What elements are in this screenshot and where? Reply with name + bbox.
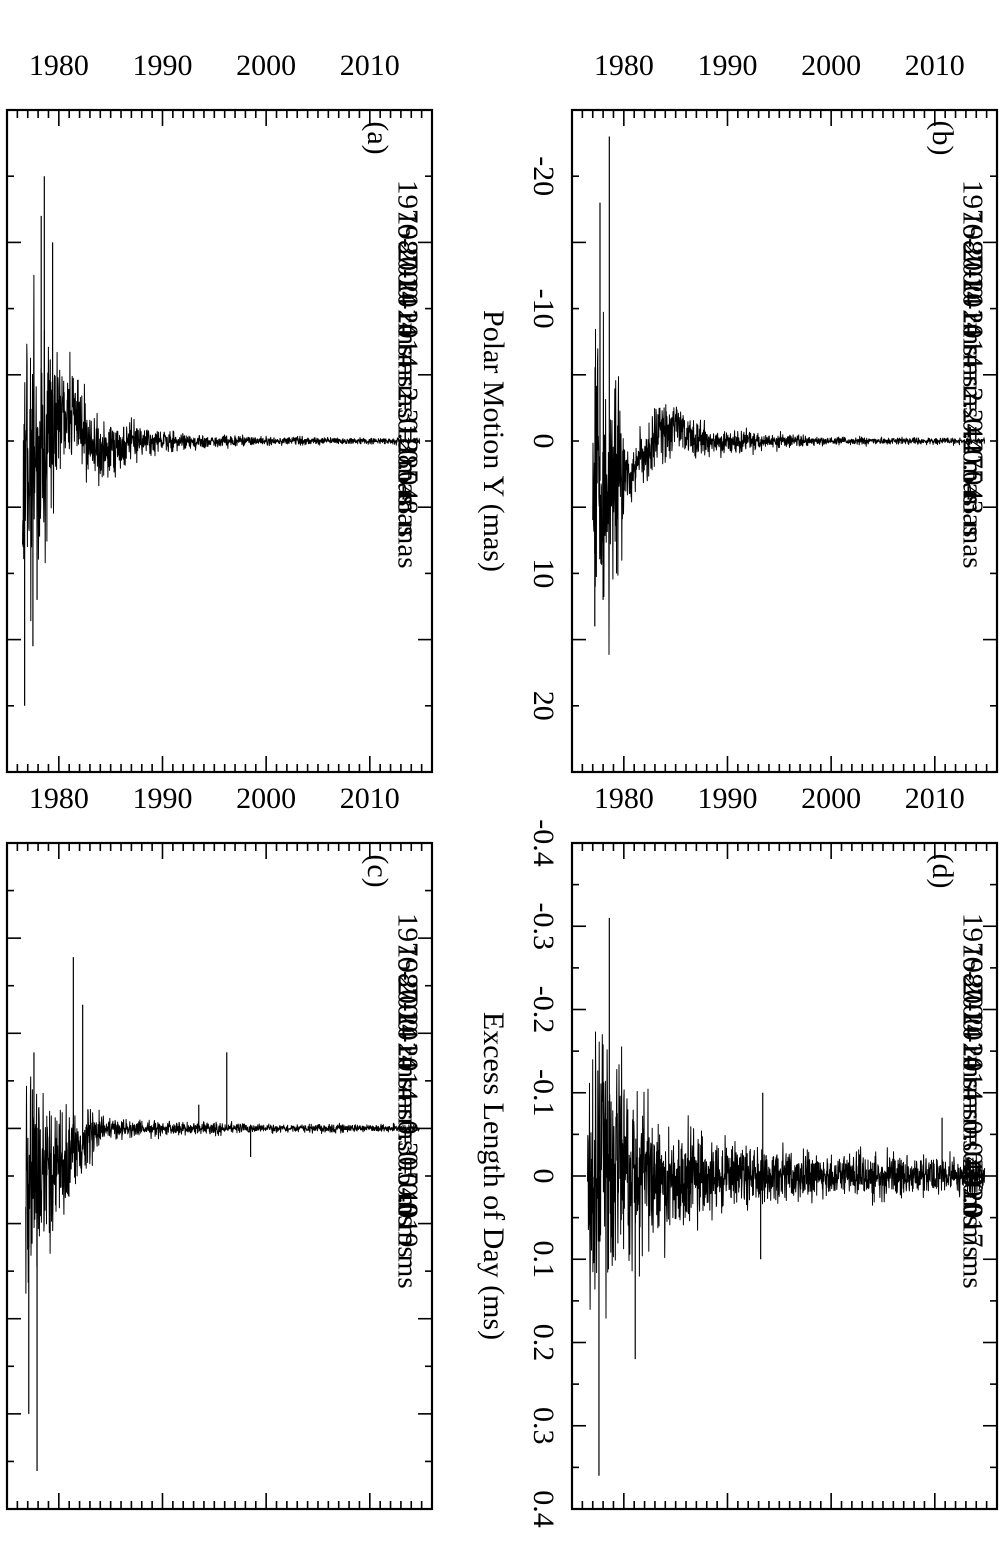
x-tick-label: 1980 [29, 49, 89, 82]
y-tick-label: 0.4 [527, 1490, 560, 1528]
y-tick-label: 10 [527, 558, 560, 588]
y-axis-label: Polar Motion Y (mas) [477, 310, 510, 572]
y-tick-label: -0.3 [527, 903, 560, 951]
rms-annotation: 1976-2014 rms = 0.040 ms [956, 913, 988, 1227]
rms-annotation: 1987-2014 rms = 0.285 mas [391, 211, 423, 537]
y-tick-label: 0.3 [527, 1407, 560, 1445]
rms-annotation: 2000-2014 rms = 0.043 mas [956, 242, 988, 568]
rms-annotation: 2000-2014 rms = 0.019 ms [391, 975, 423, 1289]
panel-label: (a) [361, 121, 394, 154]
x-tick-label: 2000 [801, 49, 861, 82]
panel-label: (c) [361, 854, 394, 887]
x-tick-label: 1990 [132, 49, 192, 82]
rms-annotation: 1976-2014 rms = 2.318 mas [391, 180, 423, 506]
rms-annotation: 2000-2014 rms = 0.048 mas [391, 242, 423, 568]
x-tick-label: 1980 [594, 49, 654, 82]
y-tick-label: 0 [527, 434, 560, 449]
series-trace [587, 1031, 986, 1319]
x-tick-label: 2000 [236, 782, 296, 815]
panel-b: 1980 1990 2000 2010 -20 -10 0 10 20 Polar Motion … [477, 49, 999, 774]
panel-d: 1980 1990 2000 2010 -0.4 -0.3 -0.2 -0.1 0 0.1 0.2 0… [477, 782, 999, 1528]
rms-annotation: 1976-2014 rms = 0.305 ms [391, 913, 423, 1227]
rms-annotation: 2000-2014 rms = 0.017 ms [956, 975, 988, 1289]
rms-annotation: 1976-2014 rms = 2.244 mas [956, 180, 988, 506]
y-tick-label: -20 [527, 156, 560, 196]
series-trace [22, 274, 421, 622]
x-tick-label: 1980 [594, 782, 654, 815]
y-tick-label: -10 [527, 289, 560, 329]
rms-annotation: 1987-2014 rms = 0.275 mas [956, 211, 988, 537]
x-tick-label: 1980 [29, 782, 89, 815]
x-tick-label: 2010 [340, 49, 400, 82]
x-tick-label: 2010 [340, 782, 400, 815]
y-tick-label: 0.2 [527, 1324, 560, 1362]
x-tick-label: 1990 [132, 782, 192, 815]
x-tick-label: 2010 [905, 782, 965, 815]
y-tick-label: -0.4 [527, 819, 560, 867]
series-trace [592, 311, 986, 655]
plot-frame [5, 841, 434, 1511]
y-tick-label: 0 [527, 1169, 560, 1184]
y-axis-label: Excess Length of Day (ms) [477, 1012, 510, 1340]
series-trace [25, 1076, 421, 1294]
y-tick-label: -0.1 [527, 1069, 560, 1117]
x-tick-label: 1990 [697, 782, 757, 815]
rms-annotation: 1987-2014 rms = 0.040 ms [391, 944, 423, 1258]
y-tick-label: 20 [527, 691, 560, 721]
x-tick-label: 2000 [236, 49, 296, 82]
y-tick-label: 0.1 [527, 1241, 560, 1279]
panel-label: (d) [926, 854, 959, 889]
panel-label: (b) [926, 121, 959, 156]
x-tick-label: 2000 [801, 782, 861, 815]
x-tick-label: 2010 [905, 49, 965, 82]
x-tick-label: 1990 [697, 49, 757, 82]
rotated-stage: 1980 1990 2000 2010 -20 -10 0 10 20 Polar Motion … [5, 49, 999, 1528]
rms-annotation: 1987-2014 rms = 0.020 ms [956, 944, 988, 1258]
y-tick-label: -0.2 [527, 986, 560, 1034]
